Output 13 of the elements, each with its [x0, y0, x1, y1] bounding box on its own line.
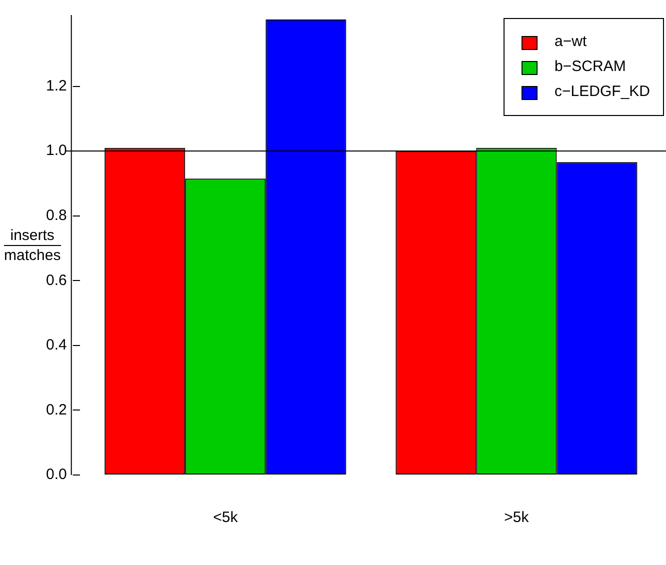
x-tick-label: >5k: [504, 509, 530, 526]
legend-label: c−LEDGF_KD: [554, 83, 650, 100]
y-tick-label: 1.2: [46, 77, 67, 94]
y-tick-label: 0.4: [46, 336, 67, 354]
y-tick-label: 0.0: [46, 466, 67, 484]
legend-label: a−wt: [554, 33, 588, 50]
y-tick-label: 0.6: [46, 272, 67, 289]
y-axis-title: inserts matches: [4, 226, 61, 264]
y-tick-label: 1.0: [46, 142, 67, 160]
y-tick-label: 0.2: [46, 401, 67, 418]
legend-label: b−SCRAM: [554, 58, 626, 76]
y-tick-label: 0.8: [46, 206, 67, 224]
x-tick-label: <5k: [213, 509, 238, 526]
